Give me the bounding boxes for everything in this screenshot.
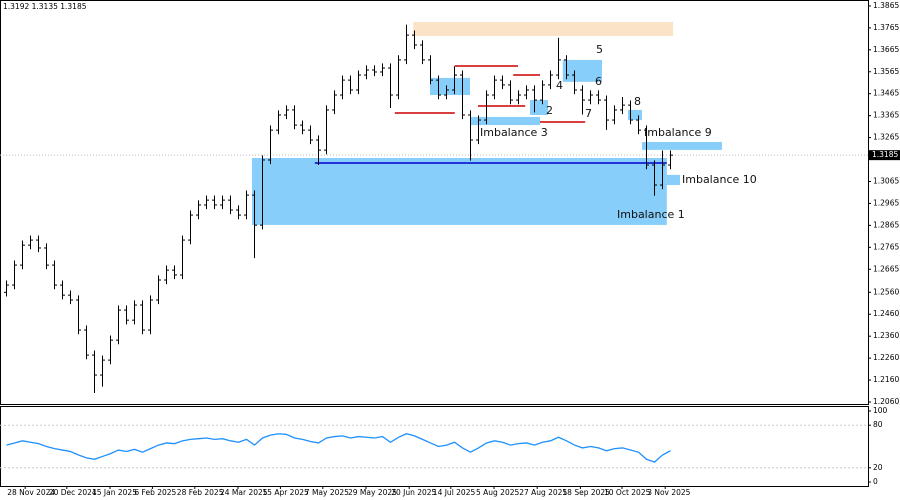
x-tick-label: 27 Aug 2025 bbox=[519, 488, 567, 497]
annotation: 6 bbox=[595, 75, 602, 88]
y-tick-label: 1.2765 bbox=[873, 242, 899, 251]
x-tick-label: 29 May 2025 bbox=[348, 488, 397, 497]
y-tick-label: 1.2060 bbox=[873, 397, 899, 406]
x-tick-label: 28 Nov 2024 bbox=[7, 488, 55, 497]
annotation: 7 bbox=[585, 107, 592, 120]
annotation: 5 bbox=[596, 43, 603, 56]
y-tick-label: 100 bbox=[873, 406, 888, 415]
last-price-label: 1.3185 bbox=[872, 150, 898, 159]
ohlc-header: 1.3192 1.3135 1.3185 bbox=[3, 2, 87, 11]
x-tick-label: 28 Feb 2025 bbox=[177, 488, 224, 497]
x-tick-label: 3 Nov 2025 bbox=[647, 488, 690, 497]
annotation: Imbalance 9 bbox=[644, 126, 712, 139]
y-tick-label: 1.2160 bbox=[873, 375, 899, 384]
y-tick-label: 1.2665 bbox=[873, 264, 899, 273]
y-tick-label: 20 bbox=[873, 463, 883, 472]
zone bbox=[642, 141, 722, 150]
y-tick-label: 1.3665 bbox=[873, 45, 899, 54]
zone bbox=[470, 116, 540, 126]
x-tick-label: 14 Jul 2025 bbox=[433, 488, 476, 497]
rsi-panel bbox=[0, 406, 869, 487]
y-tick-label: 1.3565 bbox=[873, 67, 899, 76]
annotation: 8 bbox=[634, 95, 641, 108]
y-tick-label: 1.2965 bbox=[873, 198, 899, 207]
x-tick-label: 10 Oct 2025 bbox=[604, 488, 651, 497]
x-tick-label: 18 Sep 2025 bbox=[562, 488, 610, 497]
x-tick-label: 5 Aug 2025 bbox=[476, 488, 519, 497]
y-tick-label: 80 bbox=[873, 420, 883, 429]
annotation: 4 bbox=[556, 79, 563, 92]
y-tick-label: 1.3065 bbox=[873, 176, 899, 185]
last-price-box bbox=[869, 150, 900, 161]
annotation: Imbalance 3 bbox=[480, 126, 548, 139]
y-tick-label: 1.2260 bbox=[873, 353, 899, 362]
annotation: Imbalance 1 bbox=[617, 208, 685, 221]
zone bbox=[628, 109, 642, 121]
zone bbox=[666, 174, 680, 185]
x-tick-label: 7 May 2025 bbox=[305, 488, 349, 497]
y-tick-label: 1.2460 bbox=[873, 309, 899, 318]
y-tick-label: 1.3265 bbox=[873, 133, 899, 142]
zone bbox=[413, 21, 674, 36]
y-tick-label: 1.2360 bbox=[873, 331, 899, 340]
x-tick-label: 15 Apr 2025 bbox=[262, 488, 309, 497]
y-tick-label: 1.3465 bbox=[873, 89, 899, 98]
y-tick-label: 1.2560 bbox=[873, 287, 899, 296]
zone bbox=[562, 59, 602, 82]
annotation: Imbalance 10 bbox=[682, 173, 757, 186]
zone bbox=[252, 158, 667, 225]
y-tick-label: 1.3865 bbox=[873, 1, 899, 10]
x-tick-label: 15 Jan 2025 bbox=[92, 488, 137, 497]
zone bbox=[430, 77, 470, 96]
y-tick-label: 0 bbox=[873, 477, 878, 486]
x-tick-label: 24 Mar 2025 bbox=[220, 488, 268, 497]
x-tick-label: 20 Jun 2025 bbox=[391, 488, 436, 497]
y-tick-label: 1.2865 bbox=[873, 220, 899, 229]
x-tick-label: 20 Dec 2024 bbox=[49, 488, 97, 497]
price-panel bbox=[0, 0, 869, 405]
annotation: 2 bbox=[546, 104, 553, 117]
x-tick-label: 6 Feb 2025 bbox=[134, 488, 176, 497]
y-tick-label: 1.3765 bbox=[873, 23, 899, 32]
y-tick-label: 1.3365 bbox=[873, 111, 899, 120]
rsi-line bbox=[6, 433, 671, 463]
